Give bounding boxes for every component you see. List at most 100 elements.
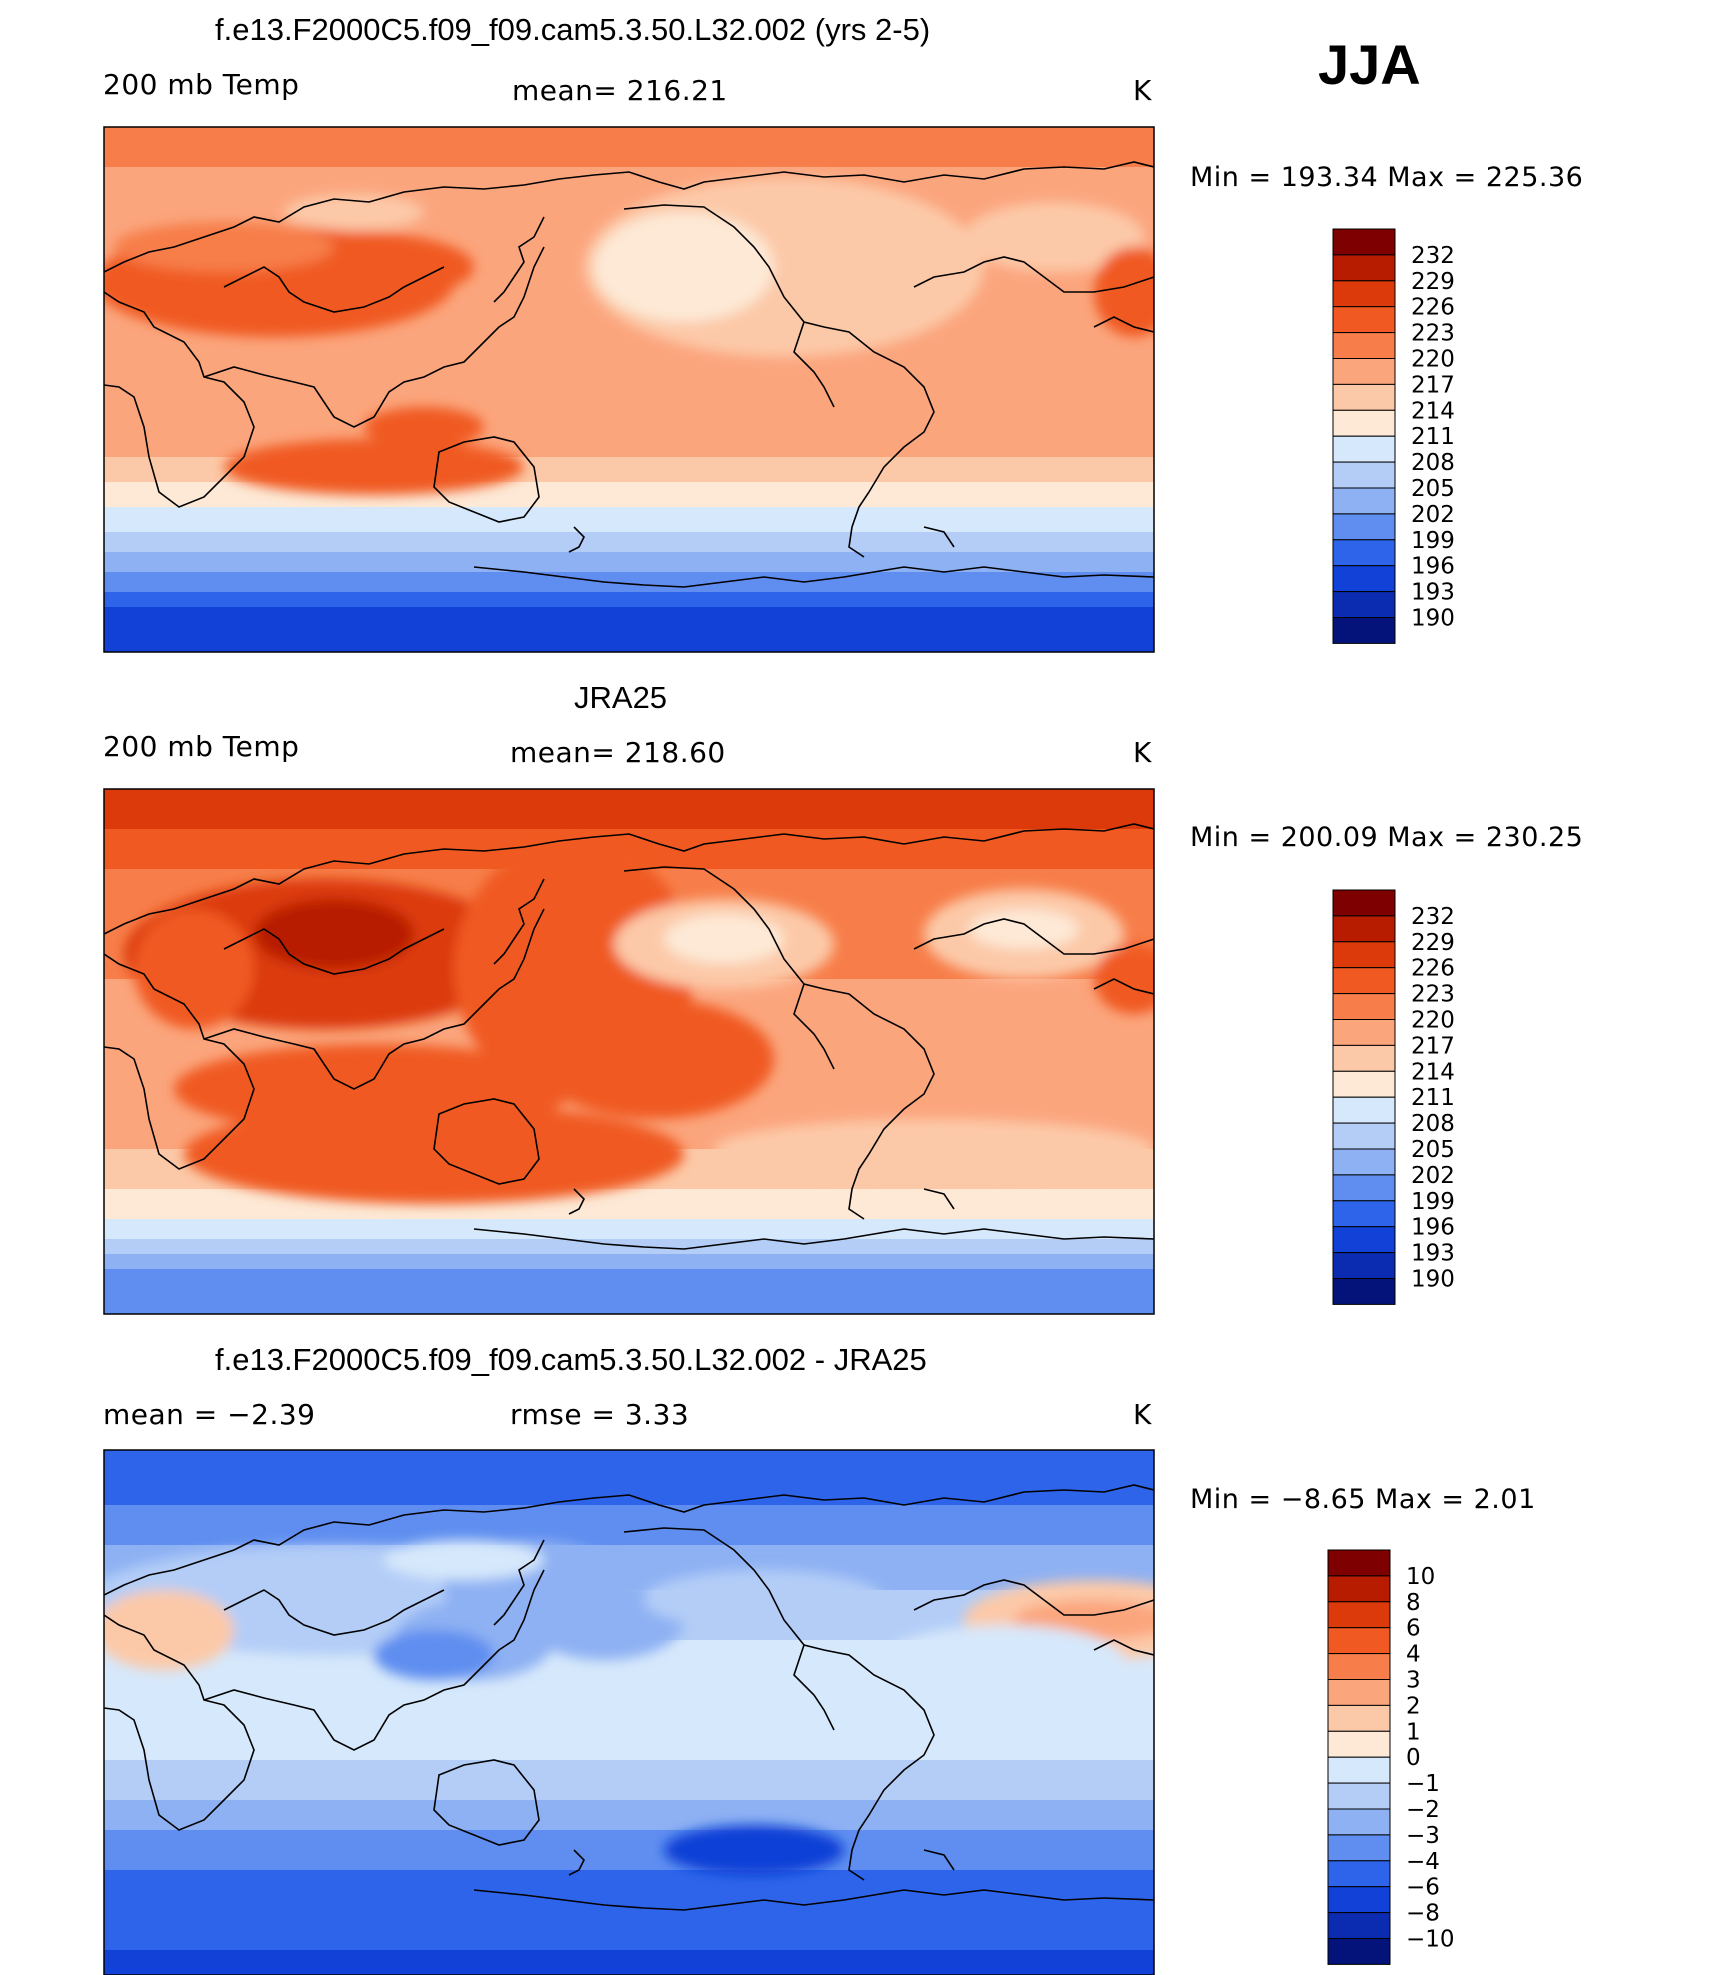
colorbar-swatch: [1327, 1704, 1391, 1732]
colorbar-swatch: [1327, 1575, 1391, 1603]
map-anomaly-region: [104, 1590, 234, 1670]
coastline: [568, 526, 585, 553]
map-band: [104, 532, 1154, 553]
colorbar-tick-label: 4: [1406, 1642, 1421, 1668]
coastline: [913, 1579, 1154, 1616]
map-anomaly-region: [114, 222, 334, 272]
colorbar-tick-label: 199: [1411, 528, 1455, 554]
panel1-units-label: K: [1133, 74, 1152, 107]
coastline: [493, 1539, 545, 1626]
coastline: [203, 1569, 545, 1751]
coastline: [913, 918, 1154, 955]
colorbar-swatch: [1332, 1122, 1396, 1150]
coastline: [493, 216, 545, 303]
map-anomaly-region: [284, 194, 424, 230]
panel1-mean-label: mean= 216.21: [512, 74, 728, 107]
map-band: [104, 482, 1154, 508]
colorbar-tick-label: 226: [1411, 295, 1455, 321]
map-anomaly-region: [374, 1630, 494, 1680]
coastline: [623, 866, 935, 1220]
colorbar-tick-label: 196: [1411, 1215, 1455, 1241]
map-band: [104, 1760, 1154, 1801]
coastline: [623, 1527, 935, 1881]
map-anomaly-region: [964, 202, 1144, 272]
coastline: [473, 1889, 1154, 1911]
colorbar-tick-label: −8: [1406, 1901, 1440, 1927]
map-band: [104, 127, 1154, 168]
map-anomaly-region: [174, 1044, 574, 1134]
colorbar-tick-label: 208: [1411, 450, 1455, 476]
coastline: [923, 526, 955, 548]
panel3-mean-label: mean = −2.39: [103, 1398, 316, 1431]
colorbar-swatch: [1327, 1601, 1391, 1629]
colorbar-swatch: [1332, 1200, 1396, 1228]
coastline: [433, 1759, 540, 1846]
coastline: [104, 953, 255, 1170]
coastline: [623, 204, 935, 558]
coastline: [1093, 978, 1154, 995]
panel2-title: JRA25: [574, 680, 668, 715]
coastline: [923, 1188, 955, 1210]
colorbar-swatch: [1327, 1808, 1391, 1836]
coastline: [913, 256, 1154, 293]
colorbar-tick-label: 190: [1411, 1267, 1455, 1293]
colorbar-swatch: [1327, 1782, 1391, 1810]
coastline: [203, 246, 545, 428]
colorbar-swatch: [1332, 1174, 1396, 1202]
colorbar-swatch: [1332, 358, 1396, 385]
colorbar-tick-label: 214: [1411, 1059, 1455, 1085]
colorbar-tick-label: −1: [1406, 1771, 1440, 1797]
colorbar-tick-label: 202: [1411, 1163, 1455, 1189]
map-anomaly-region: [384, 1540, 544, 1580]
colorbar-tick-label: 214: [1411, 398, 1455, 424]
colorbar-swatch: [1327, 1756, 1391, 1784]
colorbar-swatch: [1332, 1252, 1396, 1280]
map-band: [104, 552, 1154, 573]
coastline: [493, 878, 545, 965]
panel3-title: f.e13.F2000C5.f09_f09.cam5.3.50.L32.002 …: [215, 1342, 927, 1377]
colorbar-tick-label: 1: [1406, 1719, 1421, 1745]
coastline: [793, 983, 835, 1070]
panel3-rmse-label: rmse = 3.33: [510, 1398, 690, 1431]
map-band: [104, 1950, 1154, 1975]
map-frame: [103, 1449, 1155, 1975]
map-band: [104, 1239, 1154, 1255]
colorbar-tick-label: 223: [1411, 321, 1455, 347]
colorbar-swatch: [1327, 1834, 1391, 1862]
coastline: [1093, 316, 1154, 333]
colorbar-swatch: [1327, 1938, 1391, 1965]
colorbar-tick-label: 190: [1411, 606, 1455, 632]
coastline: [433, 436, 540, 523]
panel1-title: f.e13.F2000C5.f09_f09.cam5.3.50.L32.002 …: [215, 12, 931, 47]
colorbar-swatch: [1327, 1860, 1391, 1888]
panel3-minmax: Min = −8.65 Max = 2.01: [1190, 1484, 1536, 1515]
colorbar-tick-label: 208: [1411, 1111, 1455, 1137]
panel2-map: [103, 788, 1155, 1315]
coastline: [104, 291, 255, 508]
coastline: [223, 928, 445, 975]
map-anomaly-region: [714, 1119, 1154, 1179]
coastline: [568, 1849, 585, 1876]
map-anomaly-region: [364, 407, 484, 447]
colorbar-swatch: [1332, 993, 1396, 1020]
colorbar-tick-label: 6: [1406, 1616, 1421, 1642]
map-band: [104, 1730, 1154, 1761]
colorbar-tick-label: 217: [1411, 1033, 1455, 1059]
colorbar-tick-label: 3: [1406, 1668, 1421, 1694]
colorbar-swatch: [1332, 591, 1396, 619]
map-frame: [103, 788, 1155, 1315]
colorbar-tick-label: 223: [1411, 982, 1455, 1008]
map-anomaly-region: [134, 909, 254, 1029]
map-anomaly-region: [224, 439, 524, 495]
map-band: [104, 1189, 1154, 1220]
panel2-minmax: Min = 200.09 Max = 230.25: [1190, 822, 1584, 853]
map-band: [104, 1830, 1154, 1871]
map-band: [104, 592, 1154, 608]
colorbar-swatch: [1327, 1886, 1391, 1914]
coastline: [223, 266, 445, 313]
colorbar-tick-label: 232: [1411, 904, 1455, 930]
map-band: [104, 1219, 1154, 1240]
colorbar-tick-label: 220: [1411, 1008, 1455, 1034]
colorbar-tick-label: −3: [1406, 1823, 1440, 1849]
colorbar-swatch: [1332, 565, 1396, 593]
